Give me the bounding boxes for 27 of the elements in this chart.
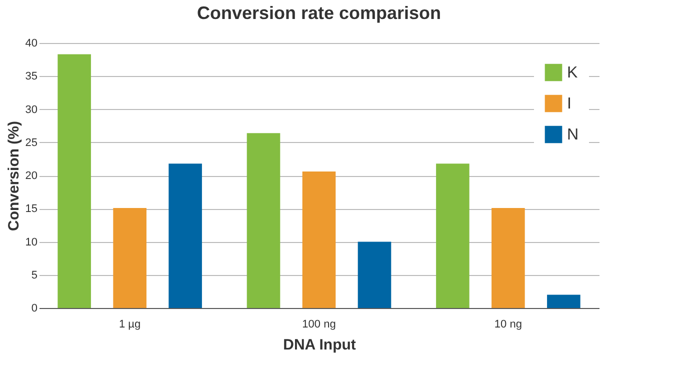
y-tick-label: 10 bbox=[25, 236, 38, 248]
y-tick-label: 15 bbox=[25, 203, 38, 216]
bar bbox=[58, 54, 91, 308]
y-tick-label: 30 bbox=[25, 104, 38, 116]
bar bbox=[113, 208, 146, 308]
y-tick-label: 40 bbox=[25, 38, 38, 50]
legend-label: N bbox=[567, 126, 579, 144]
y-tick-label: 25 bbox=[25, 136, 38, 149]
x-tick-label: 1 µg bbox=[118, 318, 141, 330]
y-axis-title: Conversion (%) bbox=[5, 120, 22, 232]
x-axis-title: DNA Input bbox=[283, 336, 356, 354]
x-tick-label: 10 ng bbox=[494, 318, 522, 330]
bar bbox=[358, 242, 392, 308]
x-tick-label: 100 ng bbox=[302, 318, 336, 330]
y-tick-label: 0 bbox=[31, 302, 38, 314]
bar bbox=[547, 294, 580, 308]
bar bbox=[168, 164, 202, 308]
bar bbox=[492, 208, 525, 308]
legend-label: K bbox=[567, 64, 578, 82]
bar bbox=[436, 164, 470, 308]
legend-label: I bbox=[567, 96, 572, 112]
y-tick-label: 35 bbox=[25, 70, 38, 83]
chart-title: Conversion rate comparison bbox=[196, 3, 442, 23]
bar bbox=[302, 172, 336, 308]
y-tick-label: 5 bbox=[31, 269, 38, 282]
bar bbox=[246, 133, 280, 308]
y-tick-label: 20 bbox=[25, 170, 38, 182]
